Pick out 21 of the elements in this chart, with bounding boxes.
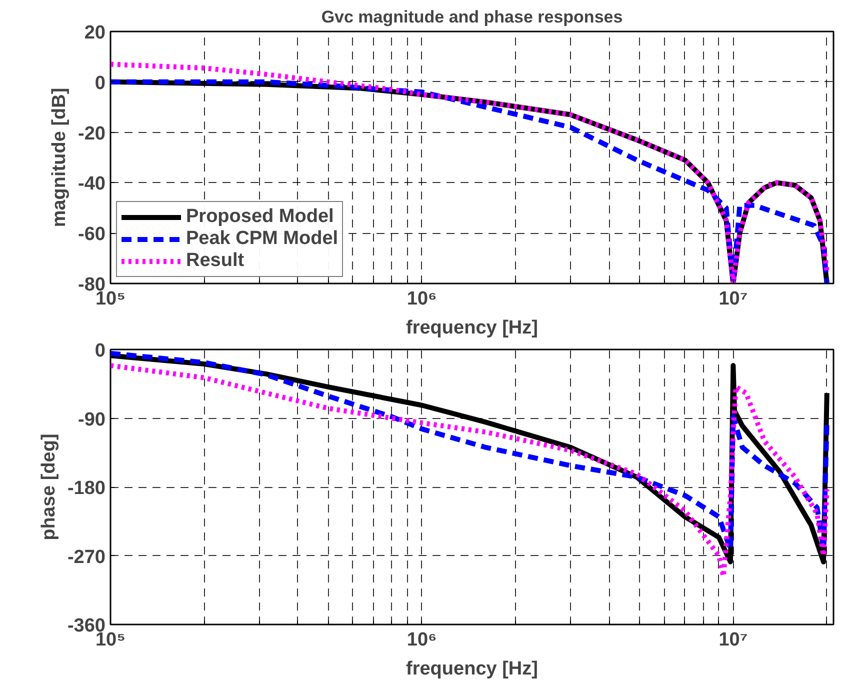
y-tick-label: 0 xyxy=(94,72,106,94)
y-tick-label: -60 xyxy=(78,224,106,246)
y-tick-label: -180 xyxy=(67,478,106,499)
legend-label: Result xyxy=(186,250,244,272)
y-tick-label: -90 xyxy=(78,409,106,430)
y-tick-label: 20 xyxy=(84,22,106,44)
x-axis-title: frequency [Hz] xyxy=(406,318,538,338)
legend-label: Proposed Model xyxy=(186,206,334,228)
x-tick-label: 10⁶ xyxy=(406,630,437,650)
legend-label: Peak CPM Model xyxy=(186,228,338,250)
y-tick-label: 0 xyxy=(94,340,106,362)
x-tick-label: 10⁷ xyxy=(718,630,748,650)
y-tick-label: -270 xyxy=(67,546,106,568)
x-axis-title: frequency [Hz] xyxy=(406,658,538,680)
y-tick-label: -40 xyxy=(78,174,106,195)
chart-title: Gvc magnitude and phase responses xyxy=(321,8,623,26)
y-axis-title: magnitude [dB] xyxy=(49,88,70,228)
x-tick-label: 10⁶ xyxy=(406,288,437,310)
y-tick-label: -20 xyxy=(78,123,106,144)
y-axis-title: phase [deg] xyxy=(38,434,60,540)
x-tick-label: 10⁷ xyxy=(718,288,748,310)
